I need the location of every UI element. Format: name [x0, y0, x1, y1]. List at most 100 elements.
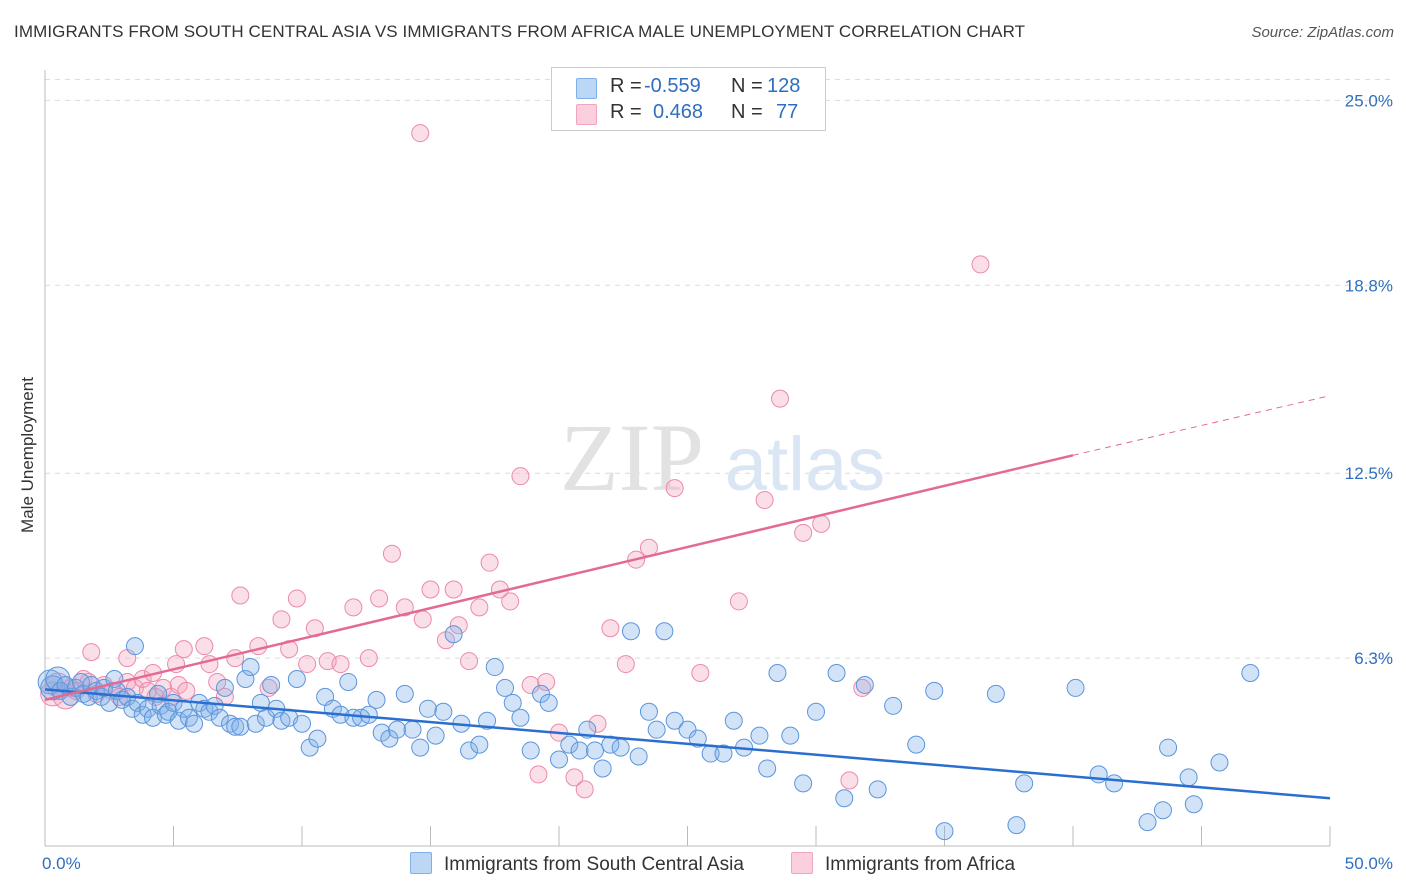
- point-south-central-asia: [205, 696, 224, 715]
- trend-lines: [44, 395, 1331, 800]
- point-south-central-asia: [164, 693, 183, 712]
- point-africa: [272, 610, 291, 629]
- point-south-central-asia: [1184, 795, 1203, 814]
- point-africa: [82, 643, 101, 662]
- legend-r-value: 0.468: [653, 101, 704, 123]
- point-south-central-asia: [560, 735, 579, 754]
- point-south-central-asia: [935, 822, 954, 841]
- bottom-legend-south-central-asia: Immigrants from South Central Asia: [410, 852, 744, 876]
- point-south-central-asia: [570, 741, 589, 760]
- point-south-central-asia: [308, 729, 327, 748]
- x-tick-label-max: 50.0%: [1345, 854, 1393, 873]
- point-africa: [616, 655, 635, 674]
- point-south-central-asia: [827, 664, 846, 683]
- point-africa: [411, 124, 430, 143]
- point-africa: [195, 637, 214, 656]
- point-south-central-asia: [133, 705, 152, 724]
- point-africa: [449, 616, 468, 635]
- point-africa: [565, 768, 584, 787]
- point-africa: [287, 589, 306, 608]
- point-south-central-asia: [835, 789, 854, 808]
- point-south-central-asia: [1159, 738, 1178, 757]
- point-africa: [501, 592, 520, 611]
- point-south-central-asia: [807, 702, 825, 721]
- point-south-central-asia: [359, 705, 378, 724]
- point-south-central-asia: [426, 726, 445, 745]
- point-south-central-asia: [403, 720, 422, 739]
- point-south-central-asia: [539, 693, 558, 712]
- point-south-central-asia: [714, 744, 733, 763]
- point-africa: [370, 589, 389, 608]
- point-south-central-asia: [907, 735, 926, 754]
- point-south-central-asia: [460, 741, 479, 760]
- trend-line-africa: [44, 454, 1074, 702]
- point-south-central-asia: [503, 693, 522, 712]
- point-south-central-asia: [169, 711, 188, 730]
- point-africa: [460, 652, 479, 671]
- point-south-central-asia: [293, 714, 311, 733]
- gridlines: [45, 79, 1395, 659]
- point-africa: [444, 580, 463, 599]
- point-south-central-asia: [768, 664, 787, 683]
- point-south-central-asia: [1179, 768, 1198, 787]
- point-south-central-asia: [444, 625, 463, 644]
- point-south-central-asia: [781, 726, 800, 745]
- point-africa: [812, 514, 831, 533]
- legend-n-label: N =: [731, 101, 763, 123]
- point-south-central-asia: [1015, 774, 1034, 793]
- point-south-central-asia: [434, 702, 453, 721]
- point-south-central-asia: [123, 699, 142, 718]
- point-africa: [249, 637, 268, 656]
- point-south-central-asia: [179, 708, 198, 727]
- watermark-atlas: atlas: [725, 422, 886, 507]
- point-africa: [575, 780, 594, 799]
- point-south-central-asia: [678, 720, 697, 739]
- point-africa: [665, 479, 684, 498]
- point-south-central-asia: [395, 684, 414, 703]
- point-africa: [755, 491, 774, 510]
- trend-line-south-central-asia: [44, 688, 1331, 800]
- legend-swatch-pink: [576, 104, 597, 125]
- point-south-central-asia: [688, 729, 707, 748]
- point-africa: [395, 598, 414, 617]
- y-tick-label: 18.8%: [1345, 276, 1393, 295]
- point-south-central-asia: [195, 699, 214, 718]
- point-africa: [729, 592, 748, 611]
- point-south-central-asia: [855, 675, 874, 694]
- point-africa: [331, 655, 350, 674]
- legend-r-label: R =: [610, 101, 642, 123]
- point-africa: [359, 649, 378, 668]
- point-africa: [537, 672, 556, 691]
- bottom-legend-label: Immigrants from Africa: [825, 854, 1016, 875]
- point-south-central-asia: [1105, 774, 1124, 793]
- point-south-central-asia: [411, 738, 430, 757]
- point-south-central-asia: [241, 658, 260, 677]
- point-south-central-asia: [236, 669, 255, 688]
- point-south-central-asia: [511, 708, 530, 727]
- point-south-central-asia: [925, 681, 944, 700]
- point-africa: [470, 598, 489, 617]
- y-axis-label: Male Unemployment: [18, 377, 37, 533]
- point-south-central-asia: [550, 750, 568, 769]
- point-south-central-asia: [56, 675, 75, 694]
- point-south-central-asia: [593, 759, 612, 778]
- point-south-central-asia: [986, 684, 1005, 703]
- point-south-central-asia: [1007, 816, 1026, 835]
- point-africa: [588, 714, 607, 733]
- point-south-central-asia: [868, 780, 887, 799]
- point-africa: [177, 681, 196, 700]
- point-south-central-asia: [1066, 678, 1085, 697]
- axes: [44, 70, 1331, 847]
- point-south-central-asia: [221, 714, 240, 733]
- legend-swatch-blue: [576, 78, 597, 99]
- point-south-central-asia: [750, 726, 769, 745]
- point-africa: [529, 765, 548, 784]
- point-africa: [794, 523, 813, 542]
- point-south-central-asia: [665, 711, 684, 730]
- bottom-legend-swatch-pink: [791, 852, 813, 874]
- trend-line-africa-extension: [1072, 395, 1331, 456]
- point-south-central-asia: [884, 696, 903, 715]
- point-south-central-asia: [724, 711, 743, 730]
- point-south-central-asia: [1210, 753, 1229, 772]
